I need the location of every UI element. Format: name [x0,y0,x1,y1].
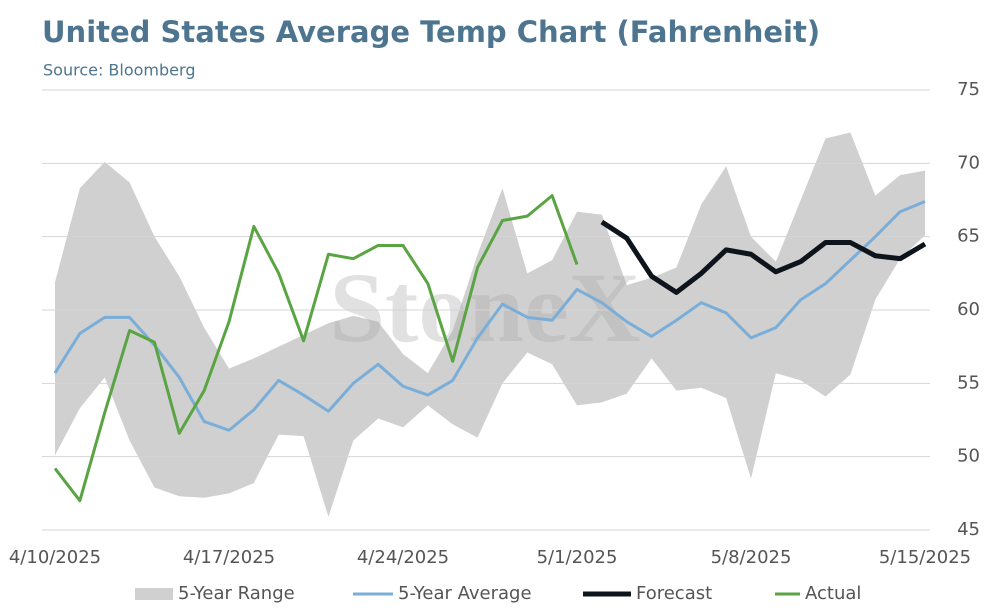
x-tick-label: 4/24/2025 [357,547,449,568]
legend-label: 5-Year Range [178,583,295,604]
y-tick-label: 65 [957,226,980,247]
y-tick-label: 55 [957,372,980,393]
range-area [55,132,925,517]
y-tick-label: 75 [957,79,980,100]
legend-label: Forecast [636,583,712,604]
series-line [53,194,579,503]
y-tick-label: 70 [957,152,980,173]
y-tick-label: 50 [957,446,980,467]
x-tick-label: 4/17/2025 [183,547,275,568]
legend-label: 5-Year Average [398,583,532,604]
x-tick-label: 4/10/2025 [9,547,101,568]
watermark: StoneX [329,252,640,363]
x-tick-label: 5/1/2025 [537,547,618,568]
x-tick-label: 5/15/2025 [879,547,971,568]
y-tick-label: 60 [957,299,980,320]
x-tick-label: 5/8/2025 [711,547,792,568]
chart-subtitle: Source: Bloomberg [43,61,195,80]
series-line [600,219,927,295]
series-line [53,200,926,432]
y-tick-label: 45 [957,519,980,540]
legend-label: Actual [805,583,861,604]
chart-title: United States Average Temp Chart (Fahren… [42,15,820,49]
